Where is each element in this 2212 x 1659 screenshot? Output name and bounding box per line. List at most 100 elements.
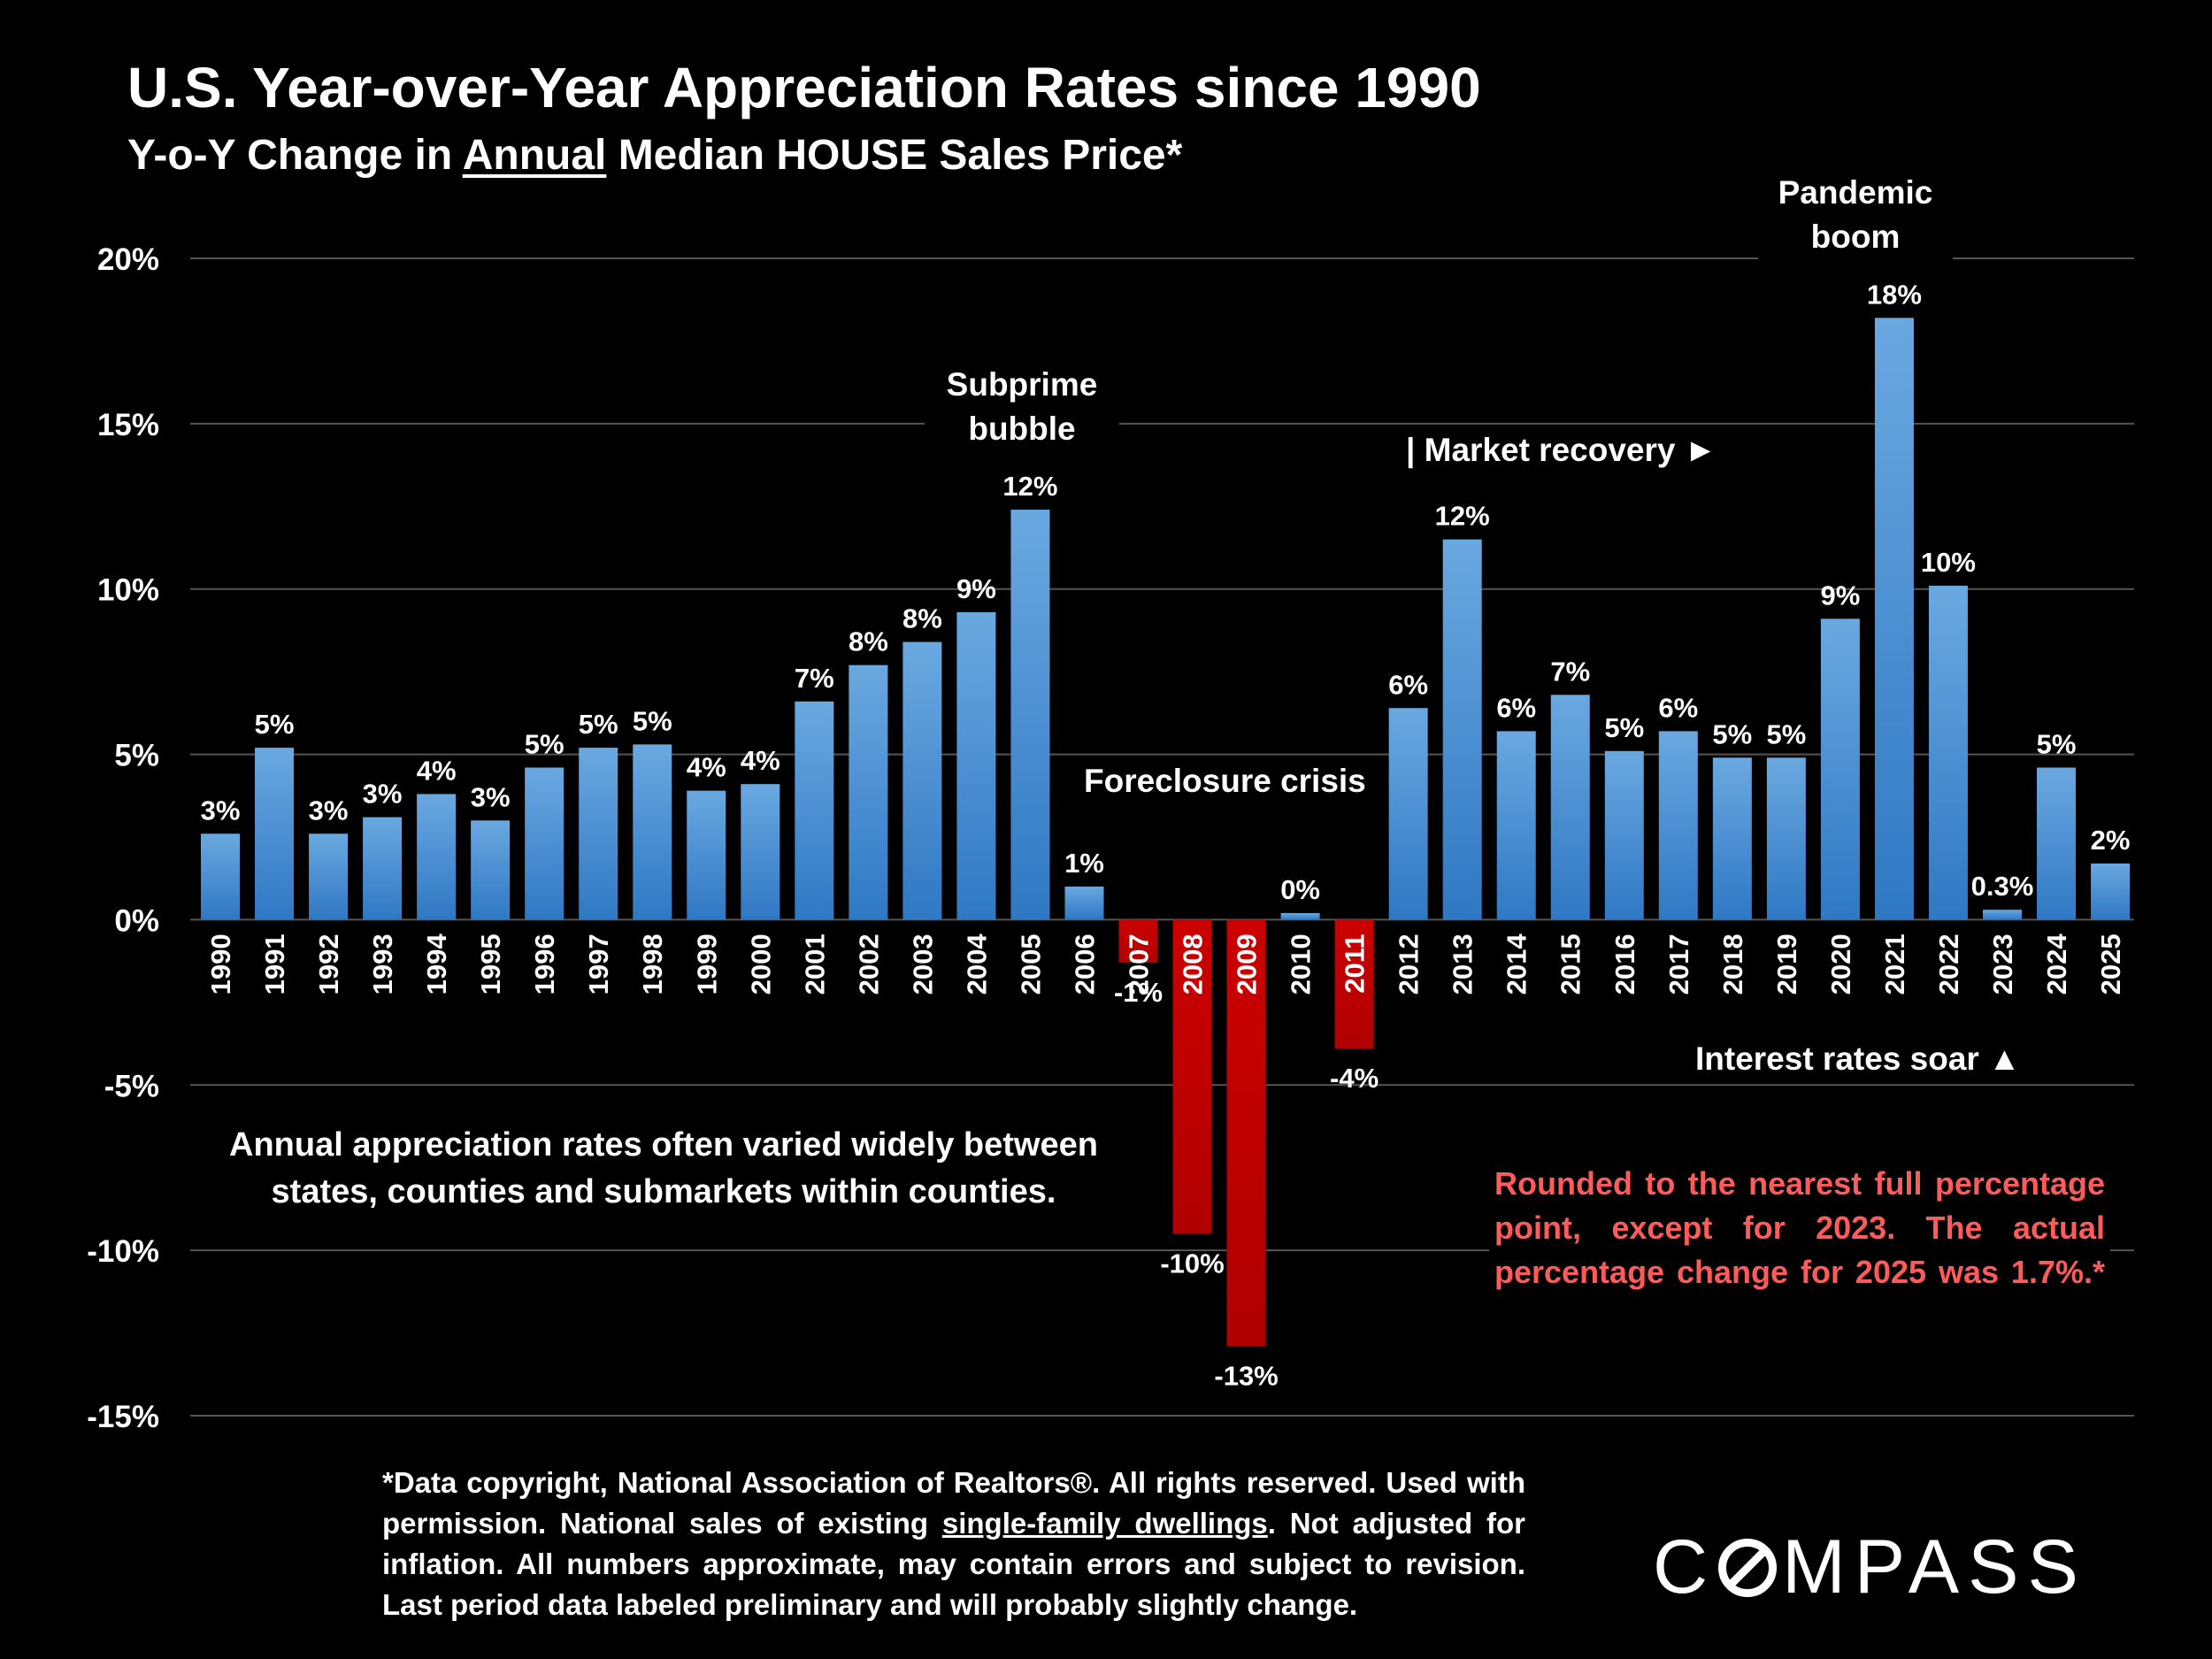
x-tick-label: 2010 bbox=[1286, 933, 1317, 995]
bar-2011 bbox=[1334, 919, 1374, 1049]
chart-subtitle: Y-o-Y Change in Annual Median HOUSE Sale… bbox=[127, 131, 1182, 180]
bar-2017 bbox=[1658, 731, 1698, 920]
subtitle-suffix: Median HOUSE Sales Price* bbox=[606, 132, 1183, 179]
footnote-prefix: *Data copyright, National Association of… bbox=[382, 1466, 1525, 1540]
bar-2016 bbox=[1604, 750, 1644, 920]
annotation-subprime-line2: bubble bbox=[968, 411, 1076, 447]
x-tick-label: 2020 bbox=[1825, 933, 1856, 995]
chart-title: U.S. Year-over-Year Appreciation Rates s… bbox=[127, 56, 1481, 119]
annotation-subprime-line1: Subprime bbox=[946, 366, 1098, 403]
data-label-2022: 10% bbox=[1921, 547, 1976, 578]
footnote-single-family: single-family dwellings bbox=[941, 1507, 1268, 1540]
x-tick-label: 1995 bbox=[475, 933, 506, 995]
y-tick-label: -10% bbox=[87, 1234, 159, 1269]
data-label-2004: 9% bbox=[956, 573, 996, 604]
bar-1994 bbox=[417, 794, 457, 920]
x-tick-label: 1998 bbox=[637, 933, 668, 995]
data-label-1997: 5% bbox=[579, 709, 618, 740]
x-tick-label: 2019 bbox=[1771, 933, 1802, 995]
data-label-2011: -4% bbox=[1330, 1063, 1379, 1094]
y-tick-label: 0% bbox=[114, 903, 159, 938]
bar-2024 bbox=[2037, 767, 2077, 920]
data-label-1995: 3% bbox=[471, 781, 511, 812]
annotation-pandemic-line2: boom bbox=[1810, 219, 1901, 255]
x-tick-label: 1997 bbox=[583, 933, 614, 995]
footnote: *Data copyright, National Association of… bbox=[382, 1463, 1525, 1625]
x-tick-label: 2014 bbox=[1502, 933, 1532, 995]
subtitle-prefix: Y-o-Y Change in bbox=[127, 132, 463, 179]
data-label-2009: -13% bbox=[1214, 1361, 1278, 1392]
x-axis-ticks: 1990 1991 1992 1993 1994 1995 1996 1997 1998 1999… bbox=[205, 933, 2126, 995]
data-label-2019: 5% bbox=[1766, 718, 1806, 749]
data-label-1999: 4% bbox=[687, 752, 726, 783]
bar-2022 bbox=[1928, 585, 1968, 920]
annotation-foreclosure: Foreclosure crisis bbox=[1084, 763, 1366, 799]
annotation-pandemic-line1: Pandemic bbox=[1778, 174, 1933, 211]
y-tick-label: 20% bbox=[97, 242, 159, 277]
x-tick-label: 1991 bbox=[259, 933, 290, 995]
annotation-subprime: Subprime bubble bbox=[925, 363, 1119, 451]
bar-2003 bbox=[902, 641, 942, 920]
data-labels: 3% 5% 3% 3% 4% 3% 5% 5% 5% 4% 4% 7% 8% 8% 9% 12% 1% -1% -1… bbox=[201, 279, 2131, 1391]
data-label-2012: 6% bbox=[1388, 669, 1428, 700]
x-tick-label: 2015 bbox=[1555, 933, 1586, 995]
x-tick-label: 2007 bbox=[1124, 933, 1155, 995]
x-tick-label: 2005 bbox=[1015, 933, 1046, 995]
data-label-2005: 12% bbox=[1002, 471, 1057, 502]
data-label-2024: 5% bbox=[2037, 729, 2077, 760]
bars bbox=[201, 318, 2131, 1347]
bar-2010 bbox=[1280, 912, 1320, 920]
bar-1993 bbox=[363, 817, 403, 920]
bar-2023 bbox=[1982, 910, 2022, 920]
logo-mpass: MPASS bbox=[1782, 1525, 2087, 1609]
data-label-1998: 5% bbox=[633, 705, 672, 736]
data-label-1992: 3% bbox=[309, 795, 349, 826]
x-tick-label: 1992 bbox=[313, 933, 344, 995]
bar-1995 bbox=[471, 820, 511, 920]
data-label-2015: 7% bbox=[1550, 656, 1590, 687]
data-label-2008: -10% bbox=[1160, 1248, 1224, 1279]
x-tick-label: 1994 bbox=[421, 933, 452, 995]
compass-logo: C MPASS bbox=[1653, 1524, 2087, 1611]
bar-2000 bbox=[741, 784, 780, 920]
data-label-2023: 0.3% bbox=[1971, 871, 2034, 902]
footnote-suffix: . Not adjusted for inflation. All number… bbox=[382, 1507, 1525, 1621]
data-label-2017: 6% bbox=[1658, 692, 1698, 723]
y-tick-label: -15% bbox=[87, 1400, 159, 1434]
x-tick-label: 1996 bbox=[529, 933, 560, 995]
bar-2014 bbox=[1496, 731, 1536, 920]
bar-2019 bbox=[1766, 757, 1806, 920]
bar-1992 bbox=[309, 833, 349, 920]
x-tick-label: 2017 bbox=[1663, 933, 1694, 995]
annotation-pandemic: Pandemic boom bbox=[1758, 171, 1953, 259]
data-label-1993: 3% bbox=[363, 779, 403, 810]
bar-1991 bbox=[255, 748, 295, 920]
bar-2020 bbox=[1820, 618, 1860, 920]
bar-2008 bbox=[1172, 919, 1212, 1234]
bar-2007 bbox=[1118, 919, 1158, 964]
annotation-interest-rates: Interest rates soar ▲ bbox=[1692, 1041, 2024, 1078]
data-label-2016: 5% bbox=[1604, 712, 1644, 743]
x-tick-label: 2023 bbox=[1987, 933, 2018, 995]
data-label-2000: 4% bbox=[741, 745, 780, 776]
y-tick-label: -5% bbox=[104, 1069, 159, 1103]
x-tick-label: 2002 bbox=[853, 933, 884, 995]
bar-2018 bbox=[1712, 757, 1752, 920]
x-tick-label: 2012 bbox=[1394, 933, 1425, 995]
gridlines bbox=[190, 257, 2134, 1417]
data-label-2018: 5% bbox=[1712, 718, 1752, 749]
x-tick-label: 1999 bbox=[691, 933, 722, 995]
bar-2005 bbox=[1010, 510, 1050, 920]
x-tick-label: 1993 bbox=[367, 933, 398, 995]
subtitle-annual: Annual bbox=[462, 132, 607, 179]
bar-1996 bbox=[525, 767, 565, 920]
logo-c: C bbox=[1653, 1525, 1717, 1609]
bar-2015 bbox=[1550, 695, 1590, 920]
x-tick-label: 2022 bbox=[1933, 933, 1964, 995]
x-tick-label: 2018 bbox=[1717, 933, 1748, 995]
x-tick-label: 2024 bbox=[2041, 933, 2072, 995]
bar-2012 bbox=[1388, 708, 1428, 920]
x-tick-label: 2008 bbox=[1178, 933, 1209, 995]
y-tick-label: 15% bbox=[97, 408, 159, 442]
x-tick-label: 2013 bbox=[1448, 933, 1479, 995]
